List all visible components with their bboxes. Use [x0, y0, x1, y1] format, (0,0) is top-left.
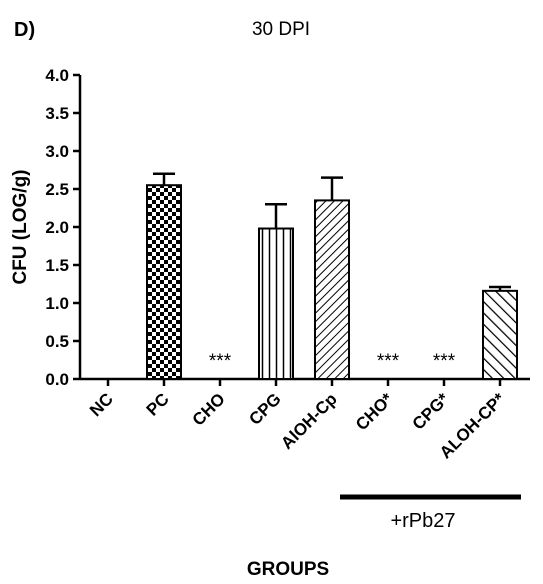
- y-tick-label: 1.0: [45, 294, 69, 313]
- y-tick-label: 2.5: [45, 180, 69, 199]
- x-tick-label: PC: [143, 389, 173, 419]
- x-tick-label: CPG: [245, 389, 284, 428]
- significance-label: ***: [209, 351, 232, 372]
- group-label: +rPb27: [390, 510, 455, 532]
- bars: [146, 184, 518, 380]
- error-bars: [153, 172, 511, 291]
- y-axis-ticks: 0.0 0.5 1.0 1.5 2.0 2.5 3.0 3.5 4.0: [45, 66, 80, 389]
- y-tick-label: 3.5: [45, 104, 69, 123]
- x-tick-label: CHO*: [352, 389, 397, 434]
- y-tick-label: 2.0: [45, 218, 69, 237]
- panel-label: D): [14, 19, 35, 41]
- chart-title: 30 DPI: [252, 19, 310, 40]
- x-tick-label: NC: [86, 389, 117, 420]
- y-tick-label: 0.5: [45, 332, 69, 351]
- y-tick-label: 4.0: [45, 66, 69, 85]
- bar-cpg: [258, 227, 294, 380]
- y-axis-label: CFU (LOG/g): [10, 169, 31, 284]
- significance-label: ***: [433, 351, 456, 372]
- x-tick-label: CHO: [189, 389, 229, 429]
- significance-annotations: *** *** ***: [209, 351, 456, 372]
- significance-label: ***: [377, 351, 400, 372]
- x-tick-label: AlOH-Cp: [277, 389, 341, 453]
- bar-aloh-cp: [314, 199, 350, 380]
- y-tick-label: 3.0: [45, 142, 69, 161]
- x-tick-label: CPG*: [409, 389, 453, 433]
- bar-pc: [146, 184, 182, 380]
- x-axis-label: GROUPS: [247, 559, 329, 580]
- y-tick-label: 1.5: [45, 256, 69, 275]
- y-tick-label: 0.0: [45, 370, 69, 389]
- bar-aloh-cp: [482, 289, 518, 380]
